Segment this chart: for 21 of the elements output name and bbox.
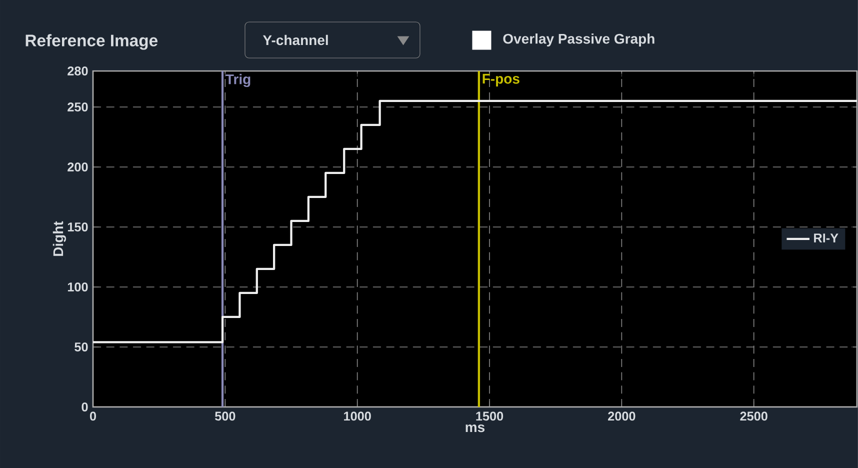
y-axis-title: Dight — [52, 221, 66, 256]
y-tick-label: 100 — [68, 282, 88, 292]
x-tick-label: 0 — [90, 412, 96, 421]
x-tick-label: 1500 — [476, 412, 504, 421]
ref-line-label: Trig — [226, 74, 250, 88]
y-tick-label: 0 — [82, 402, 88, 412]
x-tick-label: 2500 — [740, 412, 768, 421]
text: Y-channel — [262, 34, 328, 46]
text: Overlay Passive Graph — [503, 33, 654, 47]
x-axis-title: ms — [466, 424, 485, 432]
y-tick-label: 150 — [68, 222, 88, 232]
y-tick-label: 200 — [68, 162, 88, 172]
y-tick-label: 280 — [68, 66, 88, 76]
x-tick-label: 500 — [215, 412, 236, 421]
chart-title: Reference Image — [26, 34, 158, 50]
y-tick-label: 50 — [74, 342, 88, 352]
y-tick-label: 250 — [68, 102, 88, 112]
x-tick-label: 2000 — [608, 412, 636, 421]
ref-line-label: F-pos — [482, 74, 520, 86]
x-tick-label: 1000 — [344, 412, 371, 421]
legend-label: RI-Y — [814, 234, 838, 242]
